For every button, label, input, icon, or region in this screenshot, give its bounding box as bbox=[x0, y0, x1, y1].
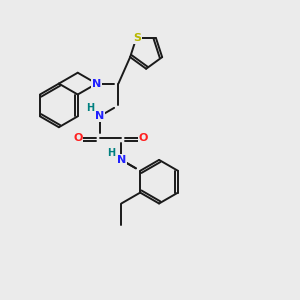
Text: N: N bbox=[95, 111, 104, 121]
Text: S: S bbox=[133, 33, 141, 43]
Text: H: H bbox=[107, 148, 116, 158]
Text: O: O bbox=[73, 133, 82, 143]
Text: O: O bbox=[138, 133, 148, 143]
Text: N: N bbox=[92, 79, 101, 88]
Text: N: N bbox=[117, 155, 126, 165]
Text: H: H bbox=[86, 103, 95, 113]
